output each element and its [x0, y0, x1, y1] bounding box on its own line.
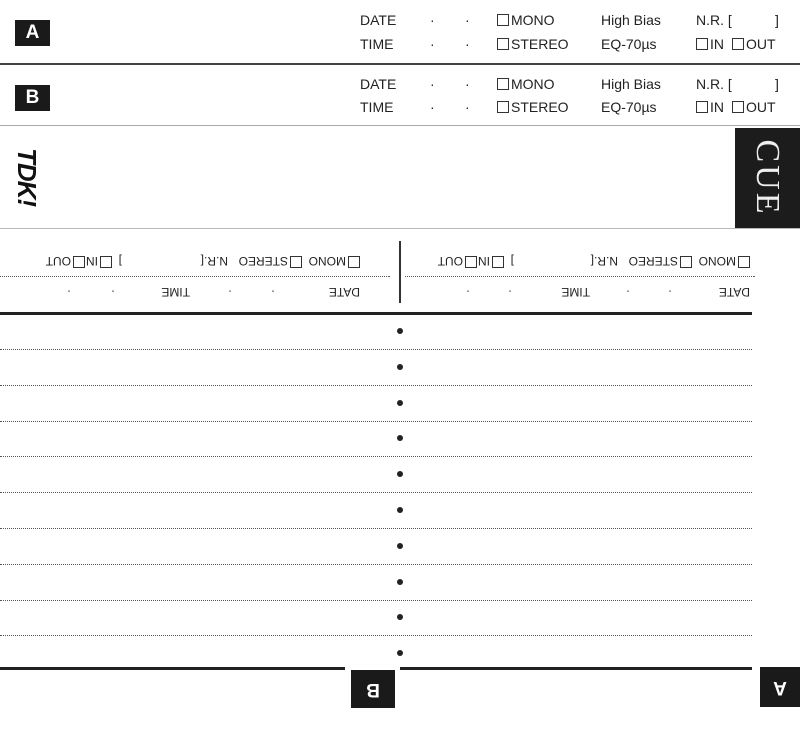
- date-label: DATE: [360, 76, 397, 92]
- side-a-badge: A: [15, 20, 50, 46]
- time-sep-2: ·: [465, 99, 470, 115]
- date-sep-2: ·: [465, 76, 470, 92]
- center-bullet: [397, 578, 403, 585]
- track-line[interactable]: [0, 384, 752, 386]
- center-bullet: [397, 363, 403, 370]
- track-line[interactable]: [0, 420, 752, 422]
- center-bullet: [397, 399, 403, 406]
- mono-checkbox[interactable]: MONO: [497, 76, 555, 92]
- checkbox-icon: [497, 14, 509, 26]
- thick-rule-bottom-right: [400, 667, 752, 670]
- header-divider: [399, 241, 401, 303]
- center-bullet: [397, 471, 403, 478]
- eq-label: EQ-70µs: [601, 99, 657, 115]
- spine: TDK! CUE: [0, 126, 800, 228]
- date-sep-1: ·: [430, 12, 435, 28]
- track-line[interactable]: [0, 528, 752, 529]
- nr-out-checkbox[interactable]: OUT: [732, 99, 776, 115]
- checkbox-icon: [497, 101, 509, 113]
- nr-out-checkbox[interactable]: OUT: [732, 36, 776, 52]
- date-sep-1: ·: [430, 76, 435, 92]
- time-sep-1: ·: [430, 99, 435, 115]
- in-label: IN: [710, 36, 724, 52]
- in-label: IN: [710, 99, 724, 115]
- thick-rule-top: [0, 312, 752, 315]
- checkbox-icon: [696, 38, 708, 50]
- date-label: DATE: [360, 12, 397, 28]
- nr-close: ]: [775, 76, 779, 92]
- nr-label: N.R. [: [696, 76, 732, 92]
- date-sep-2: ·: [465, 12, 470, 28]
- thick-rule-bottom-left: [0, 667, 345, 670]
- cue-badge: CUE: [735, 128, 800, 228]
- center-bullet: [397, 614, 403, 621]
- badge-a-label: A: [773, 677, 787, 698]
- mono-label: MONO: [511, 12, 555, 28]
- checkbox-icon: [497, 78, 509, 90]
- center-bullet: [397, 542, 403, 549]
- bottom-side-a-badge: A: [760, 667, 800, 707]
- time-sep-2: ·: [465, 36, 470, 52]
- time-sep-1: ·: [430, 36, 435, 52]
- mono-label: MONO: [511, 76, 555, 92]
- checkbox-icon: [732, 38, 744, 50]
- nr-in-checkbox[interactable]: IN: [696, 99, 724, 115]
- nr-close: ]: [775, 12, 779, 28]
- stereo-label: STEREO: [511, 99, 569, 115]
- divider: [0, 125, 800, 126]
- badge-b-label: B: [366, 679, 380, 700]
- high-bias-label: High Bias: [601, 12, 661, 28]
- stereo-label: STEREO: [511, 36, 569, 52]
- mono-checkbox[interactable]: MONO: [497, 12, 555, 28]
- center-bullet: [397, 650, 403, 657]
- track-line[interactable]: [0, 635, 752, 637]
- nr-label: N.R. [: [696, 12, 732, 28]
- out-label: OUT: [746, 99, 776, 115]
- stereo-checkbox[interactable]: STEREO: [497, 36, 569, 52]
- stereo-checkbox[interactable]: STEREO: [497, 99, 569, 115]
- out-label: OUT: [746, 36, 776, 52]
- track-line[interactable]: [0, 492, 752, 494]
- eq-label: EQ-70µs: [601, 36, 657, 52]
- time-label: TIME: [360, 99, 394, 115]
- track-line[interactable]: [0, 563, 752, 565]
- center-bullet: [397, 507, 403, 513]
- checkbox-icon: [732, 101, 744, 113]
- track-line[interactable]: [0, 349, 752, 350]
- track-line[interactable]: [0, 456, 752, 458]
- bottom-side-b-badge: B: [351, 670, 395, 708]
- checkbox-icon: [696, 101, 708, 113]
- side-b-strip: B DATE · · MONO High Bias N.R. [ ] TIME …: [0, 64, 800, 125]
- side-a-strip: A DATE · · MONO High Bias N.R. [ ] TIME …: [0, 0, 800, 63]
- center-bullet: [397, 328, 403, 334]
- time-label: TIME: [360, 36, 394, 52]
- center-bullet: [397, 435, 403, 442]
- track-line[interactable]: [0, 599, 752, 601]
- high-bias-label: High Bias: [601, 76, 661, 92]
- side-b-badge: B: [15, 85, 50, 111]
- divider: [0, 63, 800, 65]
- divider: [0, 228, 800, 229]
- nr-in-checkbox[interactable]: IN: [696, 36, 724, 52]
- checkbox-icon: [497, 38, 509, 50]
